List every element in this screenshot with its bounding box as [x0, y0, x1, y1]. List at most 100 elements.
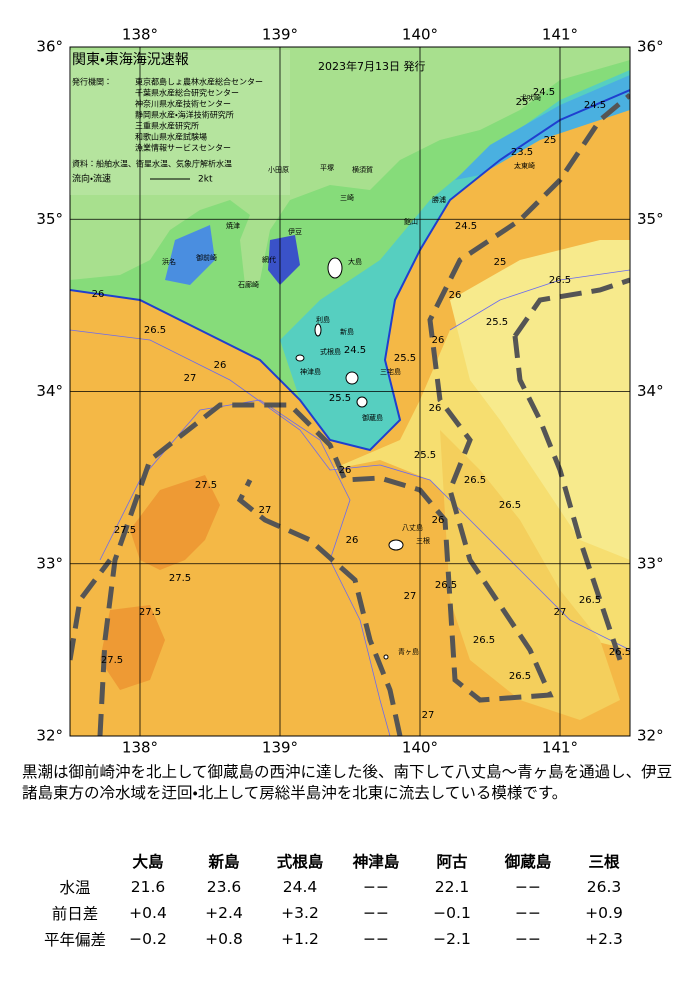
place-name: 新島 [340, 327, 354, 336]
contour-line [70, 89, 630, 452]
table-cell: 22.1 [434, 878, 470, 896]
place-name: 浜名 [162, 257, 176, 266]
lat-label-right: 34° [637, 382, 664, 400]
contour-label: 26 [429, 403, 442, 414]
issuer: 和歌山県水産試験場 [135, 132, 207, 142]
kuroshio-axis [236, 478, 403, 736]
lat-label-left: 32° [36, 727, 63, 745]
place-name: 御前崎 [196, 253, 217, 262]
table-cell: 21.6 [130, 878, 166, 896]
table-row: 前日差 +0.4 +2.4 +3.2 −− −0.1 −− +0.9 [40, 900, 642, 926]
table-cell: 26.3 [586, 878, 622, 896]
place-name: 犬吠崎 [520, 93, 541, 102]
contour-label: 25 [544, 135, 557, 146]
table-cell: 阿古 [436, 853, 468, 871]
contour-label: 26 [339, 465, 352, 476]
table-cell [40, 848, 110, 874]
contour-label: 27 [422, 710, 435, 721]
issuer: 漁業情報サービスセンター [135, 143, 231, 153]
issuer-label: 発行機関： [72, 77, 112, 87]
contour-label: 26.5 [464, 475, 486, 486]
table-cell: 三根 [588, 853, 620, 871]
lon-label-bottom: 139° [262, 739, 298, 757]
issuer: 東京都島しょ農林水産総合センター [135, 77, 263, 87]
contour-label: 26 [92, 289, 105, 300]
table-cell: +2.3 [585, 930, 623, 948]
table-cell: +0.8 [205, 930, 243, 948]
table-body: 大島 新島 式根島 神津島 阿古 御蔵島 三根 水温 21.6 23.6 24.4 −− 22.1 −− 2… [40, 848, 642, 952]
contour-label: 26.5 [549, 275, 571, 286]
lon-label-top: 139° [262, 26, 298, 44]
island [345, 371, 359, 385]
place-name: 三根 [416, 536, 430, 545]
lon-label-bottom: 138° [122, 739, 158, 757]
contour-label: 27 [554, 607, 567, 618]
table-cell: +3.2 [281, 904, 319, 922]
cool-water [455, 75, 630, 180]
current-legend: 流向・流速 [72, 173, 111, 185]
lon-label-bottom: 140° [402, 739, 438, 757]
table-cell: −0.2 [129, 930, 167, 948]
table-cell: 新島 [208, 853, 240, 871]
table-cell: −− [515, 904, 541, 922]
table-cell: 24.4 [282, 878, 318, 896]
contour-label: 26 [214, 360, 227, 371]
place-name: 網代 [262, 255, 276, 264]
lat-label-left: 36° [36, 38, 63, 56]
cold-water [268, 235, 300, 285]
contour-label: 27 [404, 591, 417, 602]
lat-label-right: 36° [637, 38, 664, 56]
contour-label: 25 [494, 257, 507, 268]
map-title: 関東・東海海況速報 [72, 52, 189, 68]
place-name: 式根島 [320, 347, 341, 356]
place-name: 小田原 [268, 165, 289, 174]
contour-label: 23.5 [511, 147, 533, 158]
contour-label: 26.5 [435, 580, 457, 591]
place-name: 御蔵島 [362, 413, 383, 422]
source: 資料：船舶水温、衛星水温、気象庁解析水温 [72, 159, 232, 169]
place-name: 焼津 [226, 221, 240, 230]
description: 黒潮は御前崎沖を北上して御蔵島の西沖に達した後、南下して八丈島～青ヶ島を通過し、… [22, 763, 673, 802]
contour-label: 25.5 [329, 393, 351, 404]
table-cell: −− [515, 878, 541, 896]
current-scale: 2kt [198, 175, 213, 185]
cool-water [165, 225, 215, 285]
light-yellow-water [450, 240, 630, 560]
cyan-water [280, 70, 630, 450]
lat-label-right: 35° [637, 210, 664, 228]
place-name: 大島 [348, 257, 362, 266]
place-name: 横須賀 [352, 165, 373, 174]
contour-label: 25.5 [486, 317, 508, 328]
contour-label: 26 [432, 335, 445, 346]
table-cell: 平年偏差 [43, 931, 106, 949]
place-name: 利島 [316, 315, 330, 324]
table-cell: +1.2 [281, 930, 319, 948]
island [388, 539, 404, 551]
island [356, 396, 368, 408]
issuer: 三重県水産研究所 [135, 121, 199, 131]
contour-label: 24.5 [533, 87, 555, 98]
contour-line [70, 329, 630, 651]
contour-label: 26 [449, 290, 462, 301]
table-cell: 前日差 [51, 905, 99, 923]
contour-label: 25 [516, 97, 529, 108]
contour-line [449, 269, 630, 331]
contour-label: 27 [184, 373, 197, 384]
contour-label: 27.5 [114, 525, 136, 536]
contour-label: 26 [432, 515, 445, 526]
place-name: 神津島 [300, 367, 321, 376]
lat-label-left: 35° [36, 210, 63, 228]
table-cell: 式根島 [276, 853, 324, 871]
hot-water [100, 605, 165, 690]
contour-label: 25.5 [414, 450, 436, 461]
lat-label-right: 32° [637, 727, 664, 745]
issuer: 静岡県水産・海洋技術研究所 [135, 110, 234, 120]
contour-label: 27.5 [195, 480, 217, 491]
table-cell: 23.6 [206, 878, 242, 896]
contour-label: 26.5 [609, 647, 631, 658]
place-name: 三崎 [340, 193, 354, 202]
lon-label-top: 140° [402, 26, 438, 44]
lat-label-left: 34° [36, 382, 63, 400]
contour-label: 26.5 [473, 635, 495, 646]
